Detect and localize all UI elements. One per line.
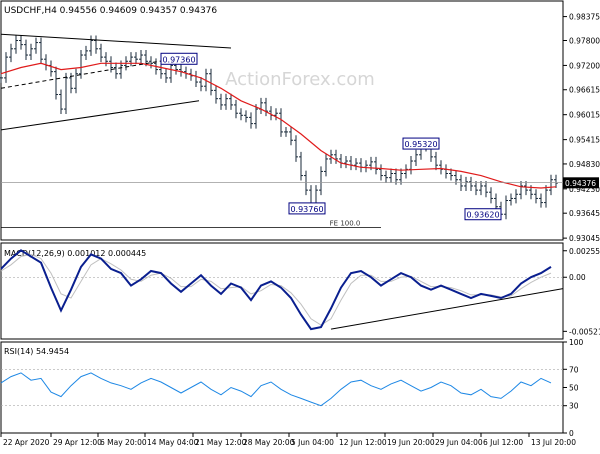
- current-price-badge: [563, 177, 599, 189]
- x-tick-label: 6 May 20:00: [100, 438, 147, 447]
- price-callout-box: [160, 52, 198, 65]
- rsi-layer: [0, 368, 563, 407]
- price-ytick-label: 0.94230: [569, 185, 600, 194]
- rsi-title: RSI(14) 54.9454: [4, 347, 69, 356]
- price-ytick-label: 0.97200: [569, 61, 600, 70]
- macd-ytick-label: 0.002553: [569, 247, 600, 256]
- inner-trend-line: [0, 57, 180, 89]
- price-callout-box: [402, 137, 440, 150]
- moving-average-line: [0, 62, 557, 189]
- macd-layer: [0, 249, 564, 331]
- rsi-ytick-label: 0: [569, 429, 574, 438]
- x-tick-label: 22 Apr 2020: [3, 438, 50, 447]
- price-panel-frame: [0, 0, 564, 241]
- x-tick-label: 13 Jul 20:00: [531, 438, 576, 447]
- x-tick-label: 28 May 20:00: [243, 438, 295, 447]
- axis-layer: 0.98375 0.97800 0.97200 0.96615 0.96015 0.954…: [0, 13, 600, 447]
- x-tick-label: 14 May 04:00: [147, 438, 199, 447]
- watermark: ActionForex.com: [225, 69, 375, 90]
- macd-line: [0, 249, 552, 331]
- x-tick-label: 29 Apr 12:00: [53, 438, 102, 447]
- rsi-ytick-label: 50: [569, 384, 579, 393]
- rsi-line: [0, 372, 552, 407]
- x-tick-label: 12 Jun 12:00: [339, 438, 387, 447]
- x-tick-label: 21 May 12:00: [195, 438, 247, 447]
- price-callout-label: 0.97360: [162, 55, 195, 64]
- x-tick-label: 6 Jul 12:00: [483, 438, 523, 447]
- rsi-ytick-label: 70: [569, 365, 579, 374]
- rsi-ytick-label: 100: [569, 338, 584, 347]
- current-price-label: 0.94376: [565, 179, 596, 188]
- price-ytick-label: 0.95415: [569, 136, 600, 145]
- macd-title: MACD(12,26,9) 0.001012 0.000445: [4, 249, 146, 258]
- price-callout-box: [464, 208, 502, 221]
- price-callout-label: 0.93620: [466, 211, 499, 220]
- rsi-ytick-label: 30: [569, 402, 579, 411]
- price-ytick-label: 0.93045: [569, 234, 600, 243]
- macd-ytick-label: 0.00: [569, 273, 586, 282]
- price-ytick-label: 0.94830: [569, 160, 600, 169]
- symbol-header: USDCHF,H4 0.94556 0.94609 0.94357 0.9437…: [4, 6, 217, 16]
- lower-triangle-line: [0, 100, 200, 131]
- price-callout-box: [288, 202, 326, 215]
- macd-panel-frame: [0, 242, 564, 340]
- macd-ytick-label: -0.005212: [569, 327, 600, 336]
- x-tick-label: 29 Jun 04:00: [435, 438, 483, 447]
- price-layer: 0.97360 0.95320 0.93760 0.93620 FE 100.0: [0, 33, 563, 228]
- price-ytick-label: 0.96015: [569, 111, 600, 120]
- price-ytick-label: 0.96615: [569, 86, 600, 95]
- price-ytick-label: 0.93645: [569, 209, 600, 218]
- upper-triangle-line: [0, 33, 232, 49]
- rsi-panel-frame: [0, 341, 564, 434]
- price-callout-label: 0.95320: [404, 140, 437, 149]
- x-tick-label: 5 Jun 04:00: [291, 438, 334, 447]
- fe-level-label: FE 100.0: [330, 220, 361, 228]
- x-tick-label: 19 Jun 20:00: [387, 438, 435, 447]
- price-ytick-label: 0.98375: [569, 13, 600, 22]
- macd-trendline: [330, 288, 564, 330]
- price-ytick-label: 0.97800: [569, 36, 600, 45]
- price-callout-label: 0.93760: [290, 205, 323, 214]
